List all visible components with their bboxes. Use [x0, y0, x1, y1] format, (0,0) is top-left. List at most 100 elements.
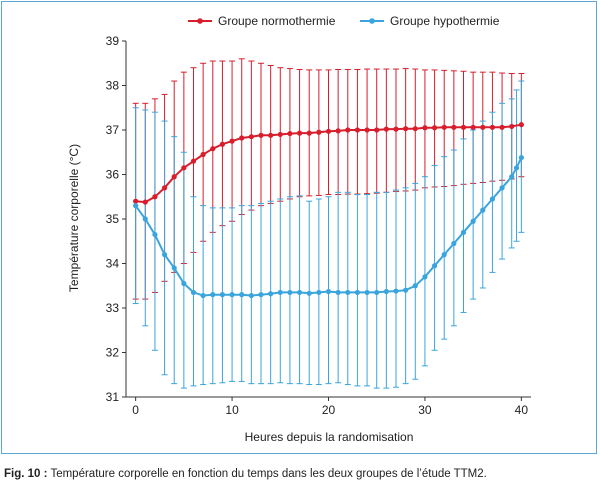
y-tick-label: 37	[106, 123, 120, 137]
series-hypothermie-point	[152, 231, 158, 238]
series-normothermie-point	[509, 123, 515, 130]
series-hypothermie-point	[248, 292, 254, 299]
series-hypothermie-point	[316, 289, 322, 296]
series-normothermie-point	[403, 126, 409, 132]
series-normothermie-point	[239, 135, 245, 141]
series-normothermie-point	[325, 128, 332, 134]
series-normothermie-point	[354, 127, 361, 133]
series-normothermie-point	[229, 138, 235, 144]
series-hypothermie-point	[171, 265, 177, 271]
series-normothermie-point	[219, 141, 226, 147]
series-normothermie-point	[181, 165, 187, 171]
legend-entry: Groupe hypothermie	[390, 14, 500, 28]
x-tick-label: 0	[132, 403, 139, 417]
series-hypothermie-point	[470, 218, 476, 224]
series-hypothermie-point	[374, 289, 380, 296]
series-normothermie-point	[287, 130, 293, 137]
series-normothermie-point	[306, 130, 312, 136]
series-hypothermie-point	[133, 203, 139, 209]
series-normothermie-point	[248, 134, 254, 140]
series-hypothermie-point	[513, 165, 520, 171]
series-normothermie-point	[489, 124, 496, 130]
series-hypothermie-point	[499, 185, 505, 191]
series-hypothermie-point	[296, 289, 303, 296]
series-normothermie-point	[431, 125, 438, 131]
x-tick-label: 30	[418, 403, 432, 417]
y-tick-label: 34	[106, 257, 120, 271]
y-axis-label: Température corporelle (°C)	[67, 144, 81, 292]
y-tick-label: 35	[106, 212, 120, 226]
x-tick-label: 10	[225, 403, 239, 417]
series-normothermie-point	[142, 199, 148, 205]
series-hypothermie-point	[268, 291, 274, 297]
y-tick-label: 33	[106, 301, 120, 315]
figure-caption: Fig. 10 : Température corporelle en fonc…	[4, 468, 487, 480]
legend: Groupe normothermie Groupe hypothermie	[188, 14, 500, 28]
series-normothermie-point	[335, 128, 341, 134]
figure-frame	[1, 1, 597, 454]
series-hypothermie-point	[460, 229, 467, 235]
series-hypothermie-point	[518, 154, 524, 161]
series-normothermie-point	[499, 124, 505, 130]
series-hypothermie-point	[431, 263, 438, 269]
y-tick-label: 32	[106, 346, 120, 360]
series-normothermie-point	[518, 122, 524, 128]
y-tick-label: 38	[106, 79, 120, 93]
series-hypothermie-point	[345, 289, 351, 296]
series-hypothermie-point	[229, 292, 235, 298]
series-normothermie-point	[451, 124, 457, 130]
series-hypothermie-point	[200, 292, 206, 299]
series-normothermie-point	[200, 151, 206, 158]
series-hypothermie-point	[219, 292, 226, 298]
series-hypothermie-point	[364, 289, 370, 296]
caption-label: Fig. 10 :	[4, 468, 48, 480]
series-hypothermie-point	[181, 280, 187, 287]
series-normothermie-point	[316, 129, 322, 135]
series-hypothermie-point	[161, 252, 168, 258]
series-normothermie-point	[210, 146, 216, 152]
series-hypothermie-point	[335, 289, 341, 296]
x-tick-label: 20	[322, 403, 336, 417]
series-normothermie-point	[480, 124, 486, 130]
series-normothermie-point	[412, 126, 418, 132]
series-normothermie-point	[470, 124, 476, 130]
temperature-chart: Groupe normothermie Groupe hypothermie 31…	[67, 14, 531, 444]
legend-swatch-marker	[197, 18, 203, 24]
legend-entry: Groupe normothermie	[218, 14, 336, 28]
series-hypothermie-point	[412, 283, 418, 289]
series-normothermie-point	[296, 130, 303, 136]
series-hypothermie-point	[509, 174, 515, 180]
x-tick-label: 40	[515, 403, 529, 417]
series-hypothermie-point	[422, 274, 428, 280]
y-tick-label: 36	[106, 168, 120, 182]
series-hypothermie-point	[239, 292, 245, 298]
series-normothermie-point	[345, 127, 351, 133]
series-normothermie-point	[383, 126, 389, 132]
series-normothermie-point	[277, 131, 283, 138]
series-normothermie-point	[133, 198, 139, 204]
series-normothermie-point	[190, 158, 197, 164]
series-normothermie-point	[422, 125, 428, 131]
series-normothermie-point	[161, 185, 168, 191]
y-tick-label: 39	[106, 34, 120, 48]
series-hypothermie-point	[142, 216, 148, 222]
series-normothermie-point	[258, 132, 264, 138]
series-hypothermie-point	[210, 292, 216, 298]
caption-text: Température corporelle en fonction du te…	[50, 468, 487, 480]
series-hypothermie-point	[287, 289, 293, 296]
series-hypothermie-point	[258, 292, 264, 298]
series-layer	[132, 58, 525, 389]
series-hypothermie-point	[354, 289, 361, 296]
series-normothermie-point	[441, 124, 447, 130]
series-normothermie-point	[393, 126, 399, 132]
series-hypothermie-point	[190, 289, 197, 296]
series-hypothermie-point	[480, 207, 486, 213]
series-hypothermie-point	[306, 290, 312, 296]
series-hypothermie-point	[451, 240, 457, 247]
series-hypothermie-point	[441, 252, 447, 258]
y-tick-label: 31	[106, 390, 120, 404]
series-normothermie-point	[268, 132, 274, 138]
series-hypothermie-point	[277, 289, 283, 296]
axes: 31 32 33 34 35 36 37 38 39 0 10 20 30 40	[106, 34, 531, 417]
series-normothermie-point	[460, 124, 467, 130]
